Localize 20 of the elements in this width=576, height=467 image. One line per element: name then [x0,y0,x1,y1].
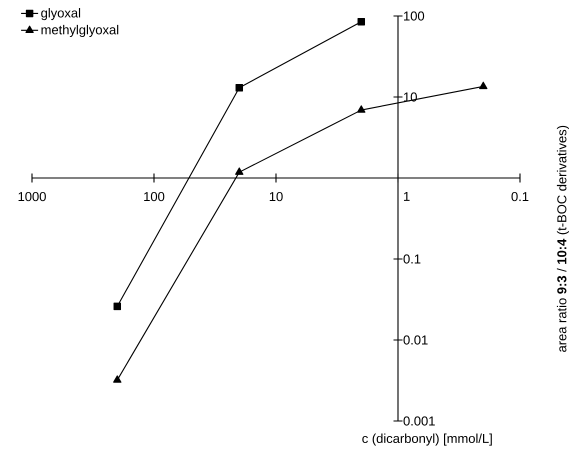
x-axis-title: c (dicarbonyl) [mmol/L] [362,434,492,446]
legend-label: methylglyoxal [42,24,118,37]
point [357,105,366,113]
x-tick-label: 1 [404,192,410,201]
point [236,84,244,92]
legend-label: glyoxal [41,8,80,20]
y-tick-label: 100 [404,11,424,21]
point [113,375,122,383]
y-tick-label: 0.1 [404,254,420,264]
x-tick-label: 1000 [18,192,46,202]
point [235,167,244,175]
point [479,82,488,90]
y-axis-title: area ratio 9:3 / 10:4 (t-BOC derivatives) [556,126,569,352]
x-tick-label: 0.1 [511,192,528,202]
y-tick-label: 0.001 [404,416,435,426]
point [358,18,366,26]
x-tick-label: 10 [270,192,283,202]
point [114,302,122,310]
x-tick-label: 100 [144,192,164,202]
y-tick-label: 0.01 [404,335,428,345]
